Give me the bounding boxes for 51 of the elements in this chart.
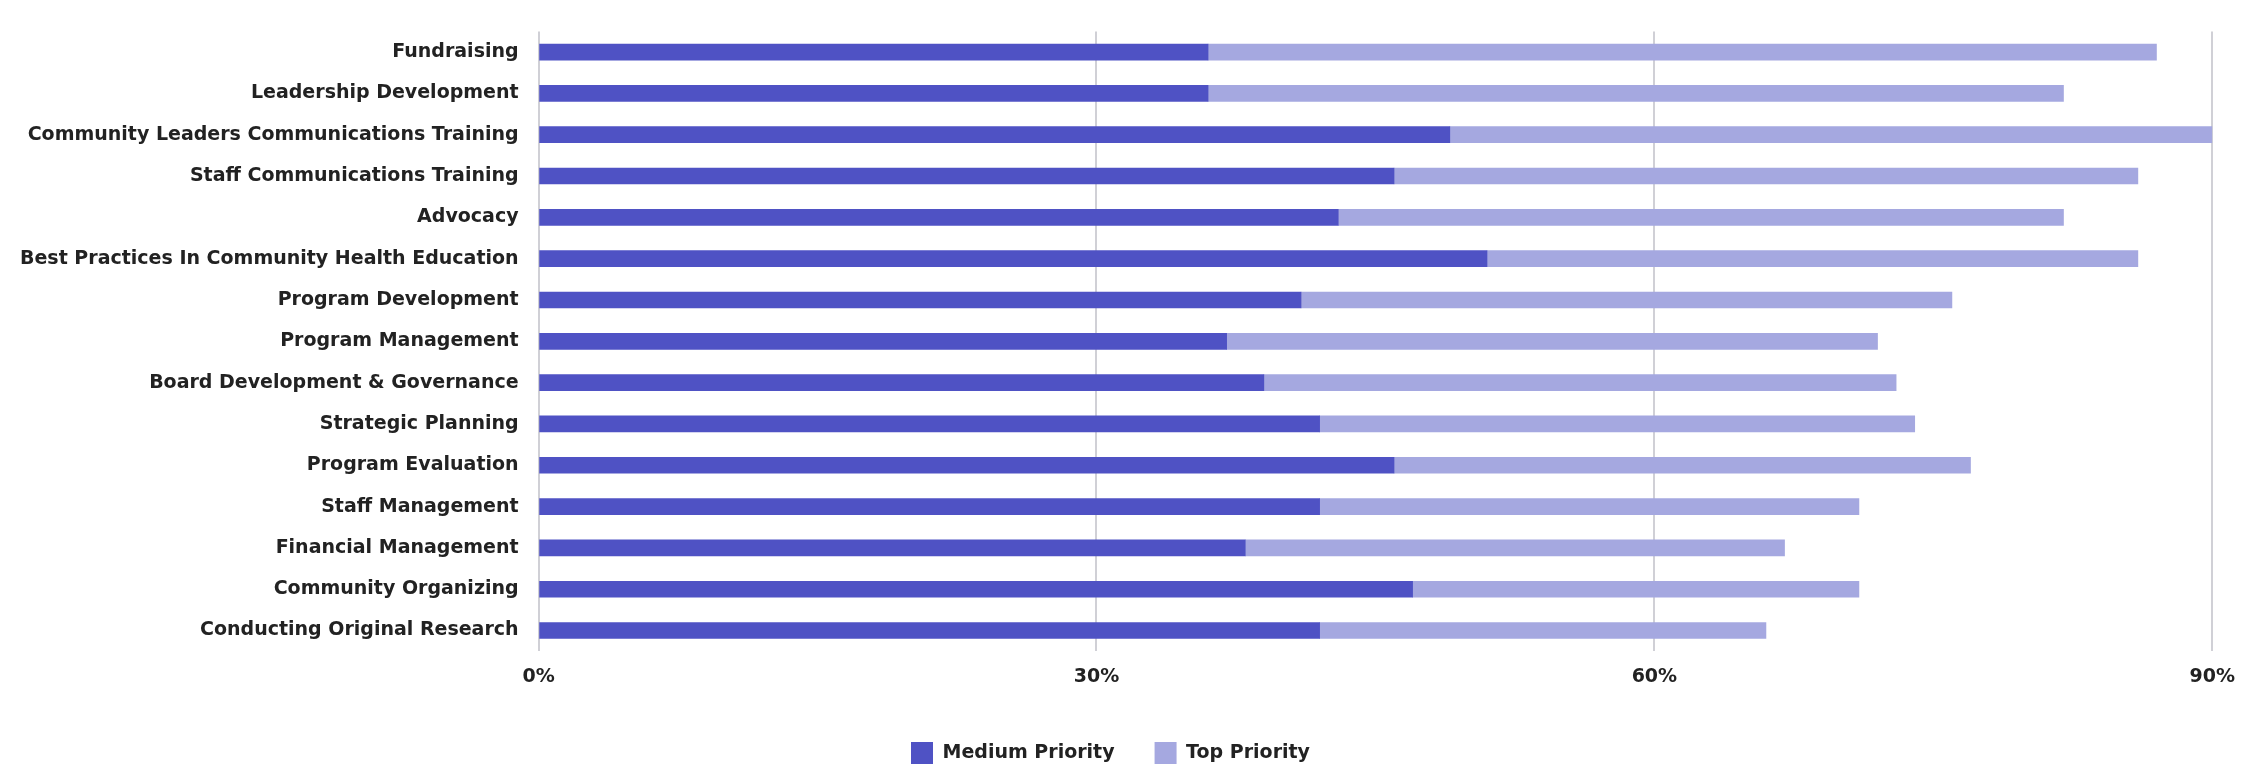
bar <box>1319 622 1767 639</box>
bar <box>539 456 1395 474</box>
y-tick-label: Advocacy <box>417 204 520 227</box>
bar <box>539 43 1209 61</box>
bar <box>1207 85 2064 102</box>
x-tick-label: 30% <box>1073 663 1120 686</box>
bar <box>539 498 1320 515</box>
legend-label: Top Priority <box>1186 739 1311 762</box>
bar <box>1319 498 1860 515</box>
bar <box>539 415 1320 433</box>
y-tick-label: Board Development & Governance <box>149 369 519 392</box>
y-tick-label: Conducting Original Research <box>200 617 519 640</box>
y-tick-label: Leadership Development <box>250 80 519 103</box>
bar <box>539 209 1339 226</box>
bar <box>1300 291 1953 309</box>
bar <box>1337 209 2064 226</box>
bar <box>539 580 1413 598</box>
y-tick-label: Community Leaders Communications Training <box>27 121 519 144</box>
bar <box>539 374 1265 391</box>
bar <box>1226 332 1878 350</box>
y-tick-label: Staff Communications Training <box>189 162 519 185</box>
bar <box>1244 539 1785 557</box>
y-tick-label: Strategic Planning <box>319 410 519 433</box>
bar <box>539 622 1320 639</box>
x-tick-label: 0% <box>522 663 555 686</box>
y-tick-label: Community Organizing <box>273 576 519 599</box>
bar <box>539 291 1302 309</box>
bar <box>1393 167 2139 185</box>
bar <box>1449 126 2213 144</box>
bar <box>1319 415 1916 433</box>
bar <box>1393 456 1971 474</box>
bar <box>539 539 1246 557</box>
bar <box>1412 580 1860 598</box>
bar <box>539 167 1395 185</box>
bar <box>539 85 1209 102</box>
y-tick-label: Fundraising <box>392 39 519 61</box>
y-tick-label: Best Practices In Community Health Education <box>19 245 519 268</box>
bar <box>539 250 1488 267</box>
x-tick-label: 60% <box>1631 663 1678 686</box>
y-tick-label: Program Management <box>280 328 519 351</box>
bar <box>1486 250 2139 267</box>
bar <box>1207 43 2157 61</box>
y-tick-label: Financial Management <box>275 534 519 557</box>
bar <box>1263 374 1897 391</box>
legend-label: Medium Priority <box>942 739 1116 762</box>
y-tick-label: Program Development <box>277 286 519 309</box>
y-tick-label: Program Evaluation <box>306 452 519 475</box>
x-tick-label: 90% <box>2189 663 2235 686</box>
y-tick-label: Staff Management <box>321 493 519 516</box>
bar <box>539 332 1227 350</box>
bar <box>539 126 1451 144</box>
